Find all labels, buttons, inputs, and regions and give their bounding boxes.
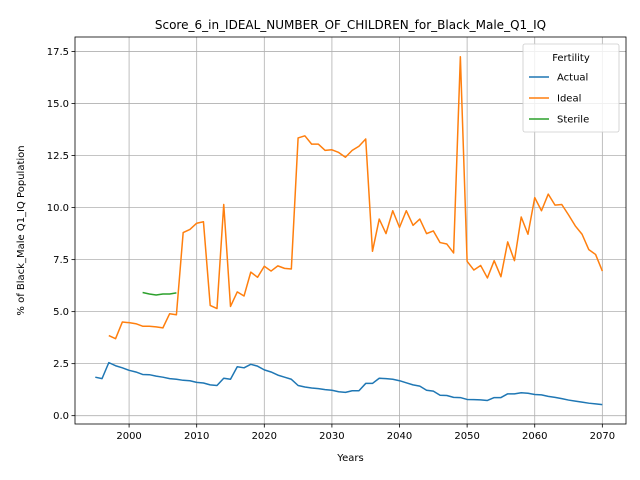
x-tick-label: 2050 (454, 431, 479, 442)
series-line-sterile (142, 291, 177, 296)
legend-items: Actual Ideal Sterile (529, 73, 589, 126)
chart-title: Score_6_in_IDEAL_NUMBER_OF_CHILDREN_for_… (155, 18, 546, 32)
series-line-ideal (108, 56, 604, 340)
y-axis-ticks: 0.0 2.5 5.0 7.5 10.0 12.5 15.0 17.5 (47, 47, 75, 422)
x-axis-label: Years (336, 453, 363, 464)
x-axis-ticks: 2000 2010 2020 2030 2040 2050 2060 2070 (116, 424, 615, 442)
plot-frame (74, 36, 627, 425)
y-tick-label: 2.5 (53, 359, 69, 370)
legend-label-actual: Actual (557, 73, 588, 84)
y-tick-label: 10.0 (47, 203, 69, 214)
series-line-actual (95, 361, 603, 406)
y-tick-label: 5.0 (53, 307, 69, 318)
x-tick-label: 2070 (590, 431, 615, 442)
y-tick-label: 17.5 (47, 47, 69, 58)
legend-label-ideal: Ideal (557, 94, 581, 105)
y-tick-label: 0.0 (53, 411, 69, 422)
series-lines (95, 56, 604, 406)
x-tick-label: 2000 (116, 431, 141, 442)
y-tick-label: 12.5 (47, 151, 69, 162)
y-tick-label: 7.5 (53, 255, 69, 266)
legend: Fertility Actual Ideal Sterile (522, 43, 620, 133)
x-tick-label: 2030 (319, 431, 344, 442)
grid (75, 37, 626, 424)
x-tick-label: 2040 (387, 431, 412, 442)
x-tick-label: 2020 (252, 431, 277, 442)
x-tick-label: 2060 (522, 431, 547, 442)
x-tick-label: 2010 (184, 431, 209, 442)
legend-title: Fertility (552, 53, 590, 64)
legend-box (522, 43, 620, 133)
y-axis-label: % of Black_Male Q1_IQ Population (16, 145, 27, 315)
legend-label-sterile: Sterile (557, 115, 589, 126)
y-tick-label: 15.0 (47, 99, 69, 110)
